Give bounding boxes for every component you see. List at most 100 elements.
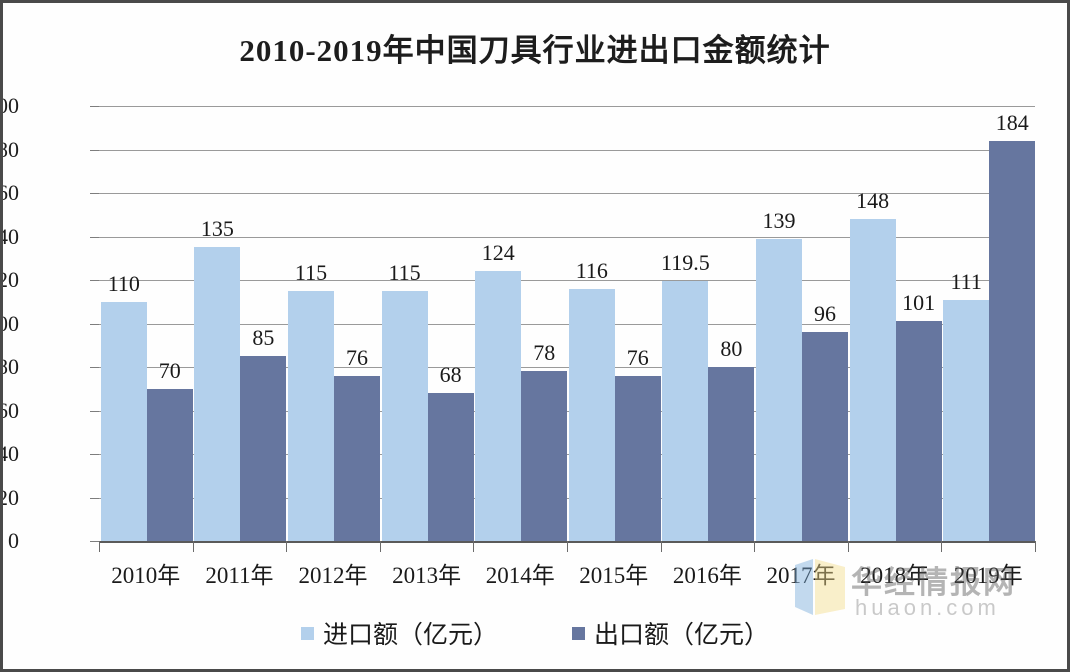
gridline xyxy=(99,193,1035,194)
y-axis-tick-mark xyxy=(90,410,99,412)
bar-value-label: 135 xyxy=(200,216,234,242)
y-axis-tick-mark xyxy=(90,541,99,542)
bar-import[interactable] xyxy=(568,288,615,541)
y-axis-tick-label: 80 xyxy=(3,354,19,379)
x-axis-tick-label: 2010年 xyxy=(111,563,181,588)
bar-import[interactable] xyxy=(288,290,334,541)
legend-item-import[interactable]: 进口额（亿元） xyxy=(300,615,498,651)
y-axis-tick-mark xyxy=(90,106,99,107)
bar-export[interactable] xyxy=(146,388,193,541)
bar-value-label: 116 xyxy=(575,257,608,283)
y-axis-tick-mark xyxy=(90,497,99,499)
y-axis-tick-label: 120 xyxy=(3,267,19,292)
y-axis-tick-label: 40 xyxy=(3,441,19,466)
bar-export[interactable] xyxy=(895,321,942,541)
bar-group: 148 101 xyxy=(849,106,942,541)
bar-value-label: 76 xyxy=(346,344,368,370)
bar-value-label: 70 xyxy=(158,357,181,383)
gridline xyxy=(99,323,1035,325)
bar-group: 119.5 80 xyxy=(661,106,755,541)
y-axis-tick-label: 140 xyxy=(3,223,19,249)
x-axis-tick-label: 2013年 xyxy=(392,563,462,588)
legend-swatch-icon xyxy=(300,626,314,640)
y-axis-tick-mark xyxy=(90,367,99,368)
bar-value-label: 101 xyxy=(902,290,936,316)
y-axis-tick-mark xyxy=(90,323,99,325)
y-axis-tick-label: 20 xyxy=(3,484,19,510)
y-axis-tick-mark xyxy=(90,236,99,238)
x-axis-tick-label: 2017年 xyxy=(766,563,836,588)
bar-value-label: 184 xyxy=(995,109,1029,135)
x-axis-tick-label: 2018年 xyxy=(860,563,930,588)
bar-value-label: 124 xyxy=(481,240,515,266)
bar-value-label: 85 xyxy=(252,325,275,351)
bar-value-label: 80 xyxy=(720,336,743,361)
bar-value-label: 119.5 xyxy=(661,250,710,276)
bar-value-label: 76 xyxy=(626,344,649,370)
legend-label: 出口额（亿元） xyxy=(594,622,770,649)
x-axis-tick-label: 2011年 xyxy=(205,563,274,588)
x-axis-tick-mark xyxy=(660,541,662,552)
bar-group: 115 76 xyxy=(288,106,380,541)
x-axis-tick-mark xyxy=(379,541,381,552)
bar-import[interactable] xyxy=(381,290,428,541)
gridline xyxy=(99,280,1035,281)
bar-export[interactable] xyxy=(614,375,661,541)
bar-group: 124 78 xyxy=(475,106,568,541)
x-axis-tick-mark xyxy=(99,541,100,552)
bar-import[interactable] xyxy=(662,281,709,541)
bar-import[interactable] xyxy=(849,219,896,541)
x-axis-tick-label: 2012年 xyxy=(298,563,368,588)
bar-value-label: 115 xyxy=(388,259,421,285)
x-axis-tick-mark xyxy=(941,541,943,552)
y-axis-tick-label: 160 xyxy=(3,180,19,205)
bar-value-label: 139 xyxy=(762,207,796,233)
plot-area: 110 70 135 85 115 76 115 68 124 78 116 76 119.5 80 139… xyxy=(90,106,1036,543)
bar-import[interactable] xyxy=(475,271,522,541)
x-axis-tick-mark xyxy=(754,541,756,552)
y-axis-tick-label: 60 xyxy=(3,397,19,423)
legend-label: 进口额（亿元） xyxy=(322,622,498,649)
bar-import[interactable] xyxy=(756,238,802,541)
legend-item-export[interactable]: 出口额（亿元） xyxy=(572,615,769,651)
bar-import[interactable] xyxy=(943,299,990,541)
legend-swatch-icon xyxy=(572,626,585,640)
bar-export[interactable] xyxy=(802,332,848,541)
x-axis-tick-label: 2019年 xyxy=(953,563,1023,588)
bar-import[interactable] xyxy=(194,247,241,541)
bar-export[interactable] xyxy=(427,393,474,541)
x-axis-tick-mark xyxy=(192,541,194,552)
bar-import[interactable] xyxy=(100,301,147,541)
bar-export[interactable] xyxy=(334,375,380,541)
gridline xyxy=(99,149,1035,151)
gridline xyxy=(99,367,1035,368)
x-axis-tick-mark xyxy=(1035,541,1036,552)
x-axis-tick-label: 2016年 xyxy=(672,563,742,588)
y-axis-tick-label: 0 xyxy=(8,528,19,553)
x-axis-tick-label: 2014年 xyxy=(485,563,555,588)
gridline xyxy=(99,106,1035,107)
bar-value-label: 96 xyxy=(814,301,836,327)
x-axis-tick-mark xyxy=(473,541,475,552)
y-axis-tick-mark xyxy=(90,454,99,455)
x-axis-tick-mark xyxy=(567,541,568,552)
bar-export[interactable] xyxy=(989,140,1036,541)
bar-group: 111 184 xyxy=(943,106,1036,541)
bar-value-label: 115 xyxy=(294,259,328,285)
chart-legend: 进口额（亿元） 出口额（亿元） xyxy=(3,615,1067,651)
bar-export[interactable] xyxy=(521,371,568,541)
bar-export[interactable] xyxy=(240,356,287,541)
x-axis-tick-label: 2015年 xyxy=(579,563,649,588)
bar-value-label: 148 xyxy=(856,188,890,214)
bar-export[interactable] xyxy=(708,367,755,541)
gridline xyxy=(99,236,1035,238)
bar-group: 116 76 xyxy=(568,106,661,541)
y-axis-tick-mark xyxy=(90,280,99,281)
bar-value-label: 110 xyxy=(107,270,140,296)
bar-group: 115 68 xyxy=(381,106,474,541)
y-axis-tick-label: 180 xyxy=(3,136,19,162)
bar-value-label: 111 xyxy=(950,268,982,294)
y-axis-tick-mark xyxy=(90,149,99,151)
bar-group: 139 96 xyxy=(756,106,848,541)
